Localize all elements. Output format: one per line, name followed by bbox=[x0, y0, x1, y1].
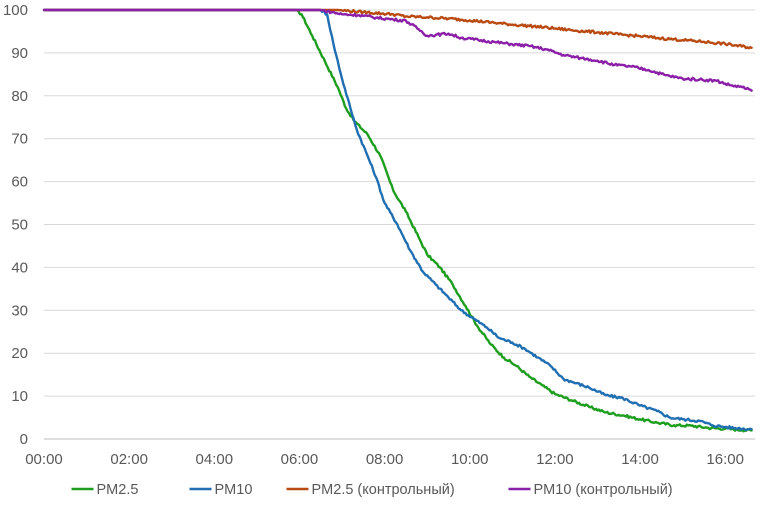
x-tick-label: 12:00 bbox=[536, 451, 574, 468]
series-line-2 bbox=[42, 8, 753, 432]
x-tick-label: 02:00 bbox=[110, 451, 148, 468]
series-line-4 bbox=[42, 8, 753, 92]
y-tick-label: 40 bbox=[11, 259, 28, 276]
series-lines bbox=[42, 8, 753, 433]
legend-label: PM10 bbox=[215, 482, 253, 498]
y-tick-label: 60 bbox=[11, 174, 28, 191]
x-tick-label: 10:00 bbox=[451, 451, 489, 468]
x-tick-label: 08:00 bbox=[366, 451, 404, 468]
legend: PM2.5 PM10 PM2.5 (контрольный) PM10 (контро… bbox=[71, 482, 673, 498]
x-tick-label: 14:00 bbox=[621, 451, 659, 468]
y-tick-label: 100 bbox=[3, 2, 28, 19]
legend-label: PM10 (контрольный) bbox=[534, 482, 673, 498]
y-tick-label: 0 bbox=[20, 431, 28, 448]
x-tick-label: 16:00 bbox=[706, 451, 744, 468]
gridlines bbox=[44, 9, 755, 440]
y-tick-label: 30 bbox=[11, 302, 28, 319]
y-tick-label: 20 bbox=[11, 345, 28, 362]
y-tick-label: 10 bbox=[11, 388, 28, 405]
y-tick-label: 50 bbox=[11, 217, 28, 234]
x-tick-label: 00:00 bbox=[25, 451, 63, 468]
legend-label: PM2.5 bbox=[97, 482, 139, 498]
y-tick-label: 80 bbox=[11, 88, 28, 105]
x-tick-label: 06:00 bbox=[281, 451, 319, 468]
y-tick-label: 70 bbox=[11, 131, 28, 148]
y-axis-tick-labels: 0 10 20 30 40 50 60 70 80 90 100 bbox=[3, 2, 28, 448]
series-line-1 bbox=[42, 8, 753, 433]
legend-label: PM2.5 (контрольный) bbox=[312, 482, 455, 498]
y-tick-label: 90 bbox=[11, 45, 28, 62]
x-tick-label: 04:00 bbox=[196, 451, 234, 468]
x-axis-tick-labels: 00:00 02:00 04:00 06:00 08:00 10:00 12:00 14:00… bbox=[25, 451, 744, 468]
series-line-3 bbox=[42, 8, 753, 50]
